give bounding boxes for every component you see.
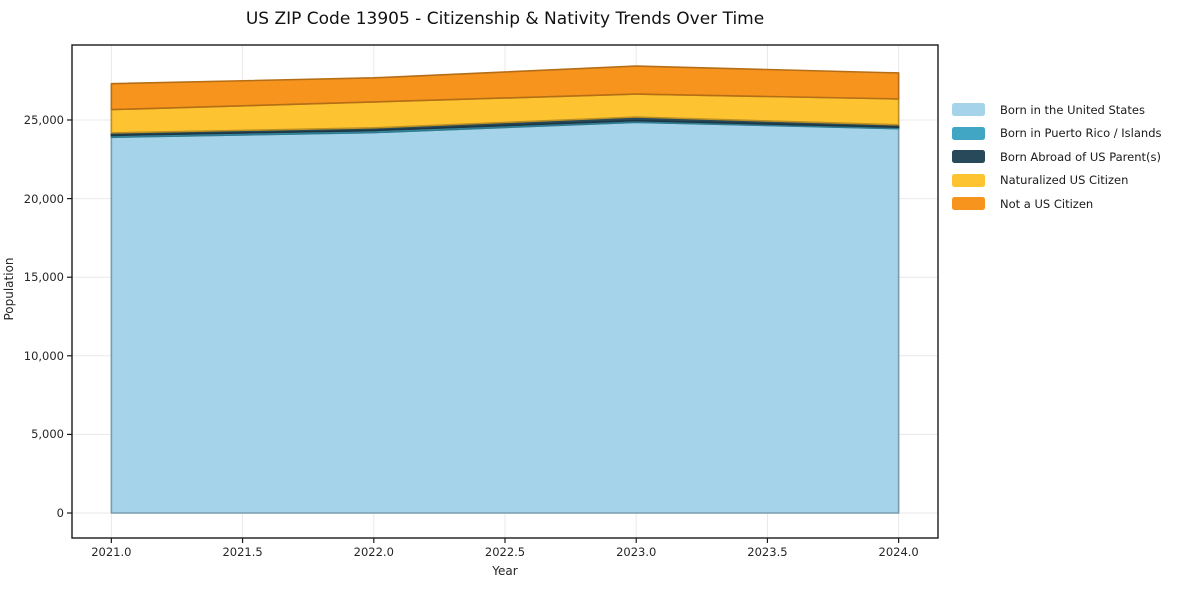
legend-item-born-abroad-of-us-parent-s: Born Abroad of US Parent(s)	[952, 149, 1162, 164]
legend-item-born-in-puerto-rico-islands: Born in Puerto Rico / Islands	[952, 126, 1162, 140]
legend-item-naturalized-us-citizen: Naturalized US Citizen	[952, 173, 1162, 187]
legend-swatch-icon	[952, 126, 985, 140]
x-tick-label: 2021.0	[91, 545, 132, 559]
legend: Born in the United States Born in Puerto …	[952, 103, 1162, 221]
legend-label: Naturalized US Citizen	[1000, 173, 1129, 187]
legend-label: Born in Puerto Rico / Islands	[1000, 126, 1162, 140]
legend-swatch-icon	[952, 150, 985, 163]
x-tick-label: 2022.5	[484, 545, 526, 559]
y-tick-label: 0	[56, 506, 64, 520]
x-axis-label: Year	[492, 564, 518, 578]
legend-label: Born Abroad of US Parent(s)	[1000, 149, 1161, 164]
y-tick-label: 15,000	[23, 270, 64, 285]
y-tick-label: 5,000	[31, 427, 64, 442]
area-born-in-the-united-states	[110, 121, 900, 514]
x-tick-label: 2022.0	[353, 545, 394, 559]
legend-label: Born in the United States	[1000, 102, 1145, 117]
x-tick-label: 2024.0	[878, 545, 919, 559]
y-tick-label: 20,000	[23, 191, 64, 206]
legend-swatch-icon	[952, 173, 985, 187]
y-tick-label: 25,000	[23, 112, 64, 127]
x-tick-label: 2023.0	[616, 545, 657, 559]
legend-label: Not a US Citizen	[1000, 196, 1094, 211]
y-axis-label: Population	[2, 257, 16, 321]
legend-item-not-a-us-citizen: Not a US Citizen	[952, 196, 1162, 211]
x-tick-label: 2021.5	[222, 545, 263, 559]
chart-title: US ZIP Code 13905 - Citizenship & Nativi…	[245, 9, 765, 29]
legend-item-born-in-the-united-states: Born in the United States	[952, 102, 1162, 117]
area-not-a-us-citizen	[110, 65, 900, 111]
legend-swatch-icon	[952, 103, 985, 116]
legend-swatch-icon	[952, 197, 985, 210]
y-tick-label: 10,000	[23, 348, 64, 363]
x-tick-label: 2023.5	[747, 545, 788, 559]
